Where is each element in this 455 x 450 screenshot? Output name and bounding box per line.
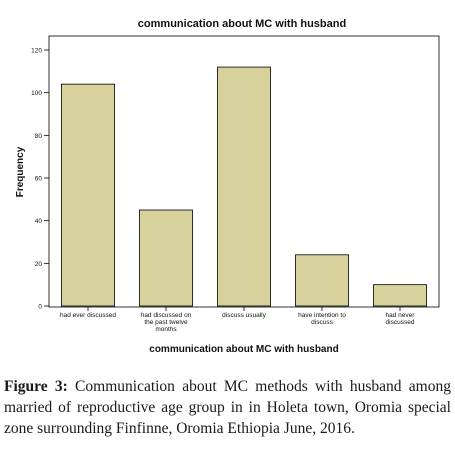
x-tick-label-line: the past twelve: [144, 319, 188, 326]
x-tick-label-line: had ever discussed: [60, 312, 116, 319]
x-tick-label-line: discuss: [311, 319, 333, 326]
y-tick-label: 40: [35, 218, 43, 225]
x-tick-label-line: months: [155, 326, 177, 333]
bar: [61, 83, 115, 307]
x-tick-label: have intention to discuss: [298, 312, 346, 326]
y-tick-label: 20: [35, 261, 43, 268]
y-tick-label: 100: [31, 90, 42, 97]
figure-caption-text: Communication about MC methods with husb…: [4, 378, 451, 437]
x-tick-labels: had ever discussed had discussed on the pa…: [60, 312, 415, 333]
chart-title: communication about MC with husband: [138, 18, 346, 30]
x-tick-label-line: discussed: [386, 319, 415, 326]
x-tick-label: had ever discussed: [60, 312, 116, 319]
x-axis-label: communication about MC with husband: [149, 344, 338, 355]
y-tick-label: 0: [38, 304, 42, 311]
x-tick-label-line: had never: [386, 312, 416, 319]
bar: [217, 66, 271, 307]
x-tick-label: had never discussed: [386, 312, 416, 326]
bar: [139, 209, 193, 307]
y-axis-label: Frequency: [15, 146, 26, 197]
x-tick-label: discuss usually: [222, 312, 266, 319]
x-tick-label-line: discuss usually: [222, 312, 266, 319]
x-tick-label: had discussed on the past twelve months: [141, 312, 192, 333]
y-tick-label: 80: [35, 133, 43, 140]
bar-chart: communication about MC with husband 0 20 4…: [15, 18, 440, 355]
y-axis: 0 20 40 60 80 100 120: [31, 48, 49, 311]
y-tick-label: 60: [35, 176, 43, 183]
x-tick-label-line: have intention to: [298, 312, 346, 319]
y-tick-label: 120: [31, 48, 42, 55]
figure-label: Figure 3:: [4, 378, 68, 395]
x-tick-label-line: had discussed on: [141, 312, 192, 319]
figure-caption: Figure 3: Communication about MC methods…: [4, 376, 451, 439]
bar: [373, 284, 427, 307]
bar: [295, 254, 349, 307]
bars: [61, 66, 427, 311]
